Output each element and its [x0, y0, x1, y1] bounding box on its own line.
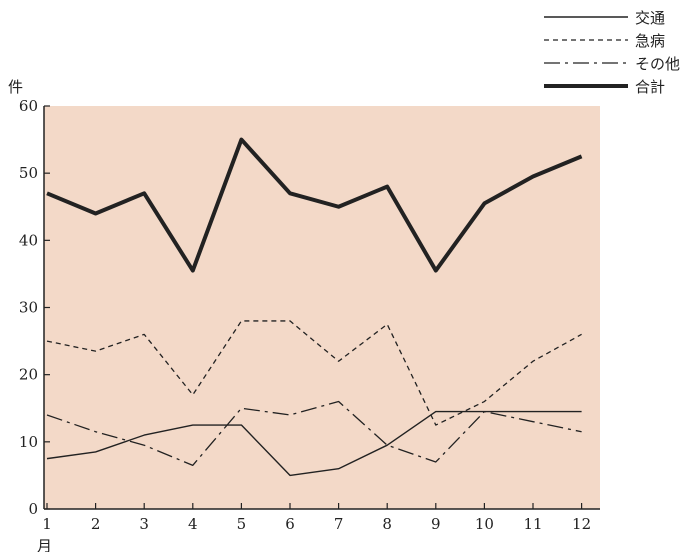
y-tick-label: 60 [19, 97, 38, 115]
x-tick-label: 4 [188, 515, 198, 533]
x-tick-label: 8 [382, 515, 392, 533]
x-tick-label: 3 [139, 515, 149, 533]
x-tick-label: 1 [42, 515, 52, 533]
y-tick-label: 30 [19, 299, 38, 317]
legend-label: その他 [635, 55, 680, 73]
series-layer [46, 137, 583, 477]
legend-label: 合計 [635, 78, 665, 96]
y-tick-label: 0 [28, 500, 38, 518]
x-tick-label: 9 [431, 515, 441, 533]
x-tick-label: 2 [91, 515, 101, 533]
x-tick-label: 6 [285, 515, 295, 533]
legend-label: 交通 [635, 9, 665, 27]
plot-area [44, 106, 600, 509]
y-tick-label: 50 [19, 164, 38, 182]
x-tick-label: 10 [475, 515, 494, 533]
x-tick-label: 5 [237, 515, 247, 533]
x-tick-label: 12 [572, 515, 591, 533]
y-unit-label: 件 [8, 78, 23, 96]
y-tick-label: 20 [19, 366, 38, 384]
series-line [46, 410, 582, 477]
series-line [46, 400, 582, 466]
y-tick-label: 40 [19, 231, 38, 249]
legend-label: 急病 [635, 32, 665, 50]
y-tick-label: 10 [19, 433, 38, 451]
series-line [46, 137, 583, 273]
x-tick-label: 11 [523, 515, 542, 533]
x-tick-label: 7 [334, 515, 344, 533]
x-unit-label: 月 [37, 537, 52, 552]
series-line [46, 320, 582, 426]
